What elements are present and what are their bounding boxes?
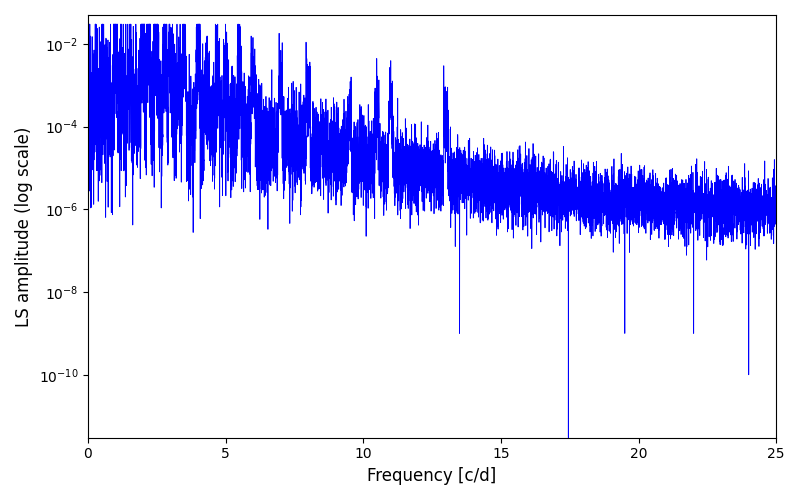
Y-axis label: LS amplitude (log scale): LS amplitude (log scale) <box>15 126 33 326</box>
X-axis label: Frequency [c/d]: Frequency [c/d] <box>367 467 497 485</box>
